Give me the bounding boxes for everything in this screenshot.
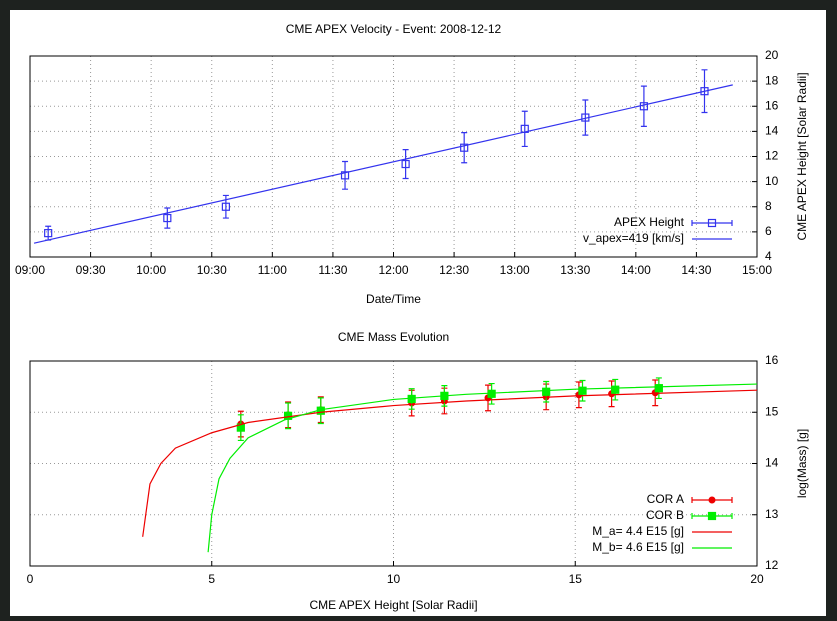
y-tick-label: 4: [765, 249, 772, 263]
y-tick-label: 8: [765, 199, 772, 213]
x-tick-label: 09:00: [15, 263, 45, 277]
x-axis-label: CME APEX Height [Solar Radii]: [309, 598, 477, 612]
error-bar: [402, 148, 409, 180]
y-axis-label: CME APEX Height [Solar Radii]: [795, 72, 809, 240]
marker: [460, 143, 469, 152]
y-tick-label: 15: [765, 404, 779, 418]
x-tick-label: 10: [387, 572, 401, 586]
legend-label: COR A: [647, 492, 684, 506]
x-tick-label: 09:30: [76, 263, 106, 277]
marker: [44, 229, 53, 238]
x-tick-label: 14:30: [681, 263, 711, 277]
y-tick-label: 12: [765, 558, 779, 572]
legend-swatch: [691, 497, 733, 503]
x-tick-label: 12:00: [378, 263, 408, 277]
x-tick-label: 11:30: [318, 263, 347, 277]
error-bar: [461, 132, 468, 164]
error-bar: [640, 85, 647, 127]
marker: [578, 386, 587, 395]
y-tick-label: 18: [765, 73, 779, 87]
x-tick-label: 12:30: [439, 263, 469, 277]
legend-marker: [707, 511, 717, 521]
plot-frame: [29, 55, 758, 258]
plot-frame: [29, 360, 758, 567]
y-tick-label: 14: [765, 124, 779, 138]
legend-label: COR B: [646, 508, 684, 522]
fit-line: [33, 84, 733, 244]
legend-label: APEX Height: [614, 215, 685, 229]
legend-swatch: [691, 220, 733, 226]
marker: [654, 384, 663, 393]
legend-label: v_apex=419 [km/s]: [583, 231, 684, 245]
x-tick-label: 13:30: [560, 263, 590, 277]
fit-line: [142, 389, 758, 537]
marker: [611, 385, 620, 394]
fit-line: [207, 383, 758, 553]
x-tick-label: 10:00: [136, 263, 166, 277]
marker: [700, 87, 709, 96]
panel: [10, 10, 826, 616]
x-tick-label: 14:00: [621, 263, 651, 277]
y-tick-label: 20: [765, 48, 779, 62]
y-tick-label: 16: [765, 98, 779, 112]
marker: [221, 202, 230, 211]
legend-label: M_a= 4.4 E15 [g]: [592, 524, 684, 538]
x-tick-label: 11:00: [258, 263, 287, 277]
chart-title: CME APEX Velocity - Event: 2008-12-12: [286, 22, 502, 36]
x-tick-label: 0: [27, 572, 34, 586]
legend-marker: [707, 218, 717, 228]
y-tick-label: 13: [765, 507, 779, 521]
x-tick-label: 20: [750, 572, 764, 586]
legend-swatch: [691, 513, 733, 519]
y-tick-label: 12: [765, 149, 779, 163]
marker: [401, 159, 410, 169]
x-tick-label: 15: [569, 572, 583, 586]
error-bar: [582, 99, 589, 136]
y-tick-label: 14: [765, 456, 779, 470]
legend-marker: [708, 496, 716, 504]
y-axis-label: log(Mass) [g]: [795, 429, 809, 498]
legend-label: M_b= 4.6 E15 [g]: [592, 540, 684, 554]
marker: [542, 387, 551, 396]
y-tick-label: 10: [765, 174, 779, 188]
x-tick-label: 15:00: [742, 263, 772, 277]
chart-title: CME Mass Evolution: [338, 330, 449, 344]
marker: [340, 171, 350, 180]
x-axis-label: Date/Time: [366, 292, 421, 306]
error-bar: [521, 110, 528, 148]
error-bar: [342, 160, 349, 190]
y-tick-label: 16: [765, 353, 779, 367]
marker: [163, 213, 172, 223]
x-tick-label: 5: [208, 572, 215, 586]
x-tick-label: 13:00: [500, 263, 530, 277]
x-tick-label: 10:30: [197, 263, 227, 277]
y-tick-label: 6: [765, 224, 772, 238]
error-bar: [164, 207, 171, 229]
